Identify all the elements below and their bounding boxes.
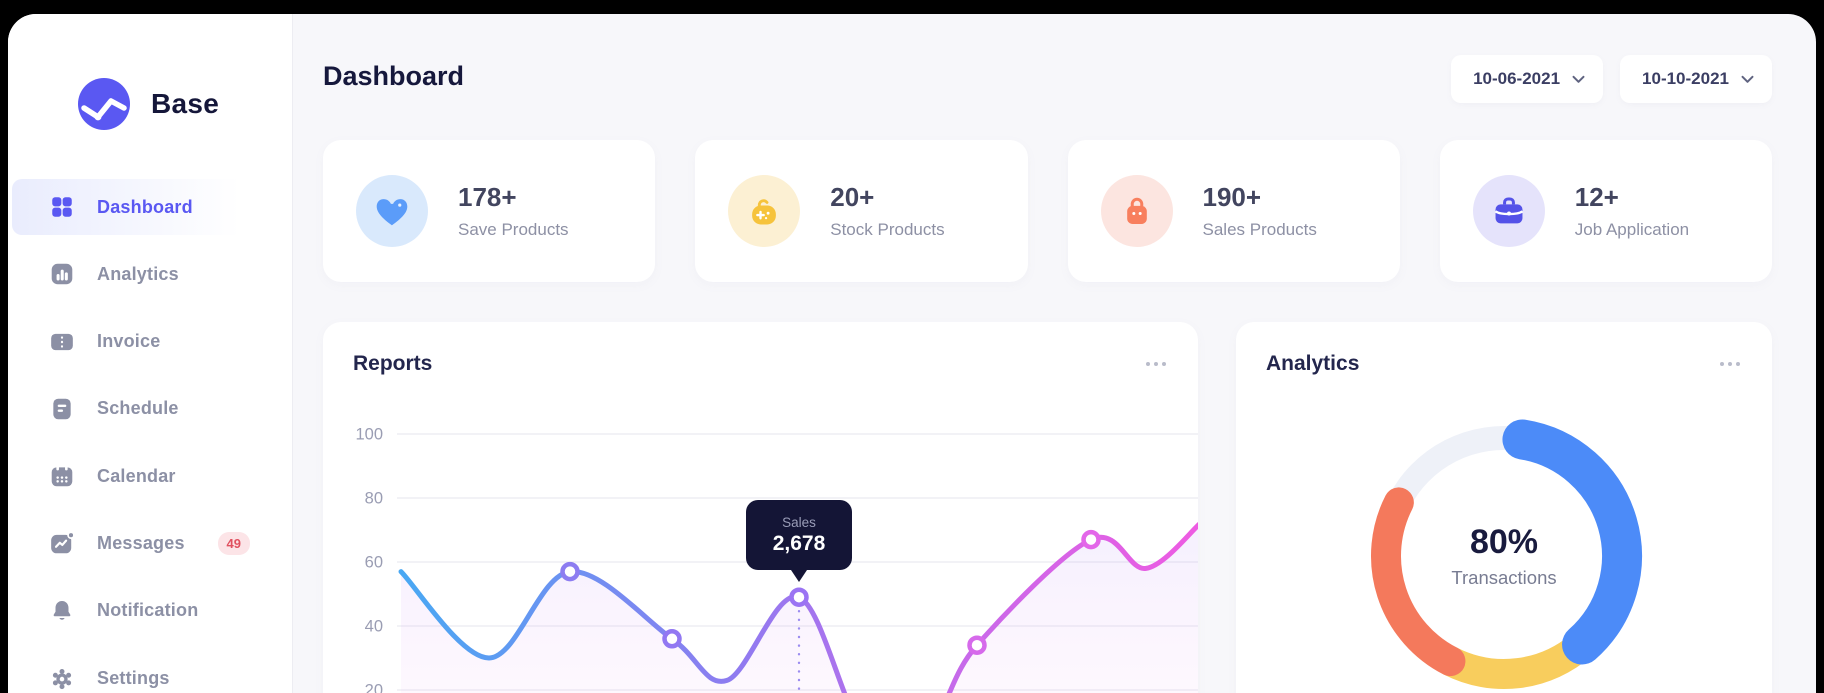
ellipsis-icon[interactable] — [1712, 358, 1744, 371]
sidebar-menu: Dashboard Analytics Invoice Schedule — [12, 179, 280, 693]
stat-label: Save Products — [458, 220, 569, 239]
analytics-title: Analytics — [1266, 352, 1360, 375]
chevron-down-icon — [1572, 75, 1585, 84]
stat-card: 178+ Save Products — [323, 140, 656, 282]
app-logo[interactable]: Base — [78, 78, 219, 130]
messages-icon — [49, 530, 75, 556]
bell-icon — [49, 598, 75, 624]
charts-row: Reports 100 80 60 40 20 Sales 2,678 Analytic… — [323, 322, 1772, 693]
sidebar: Base Dashboard Analytics Invoice Schedu — [8, 14, 293, 693]
logo-text: Base — [151, 88, 220, 119]
stat-label: Sales Products — [1202, 220, 1317, 239]
sidebar-item-schedule[interactable]: Schedule — [12, 381, 280, 437]
sidebar-item-analytics[interactable]: Analytics — [12, 246, 280, 302]
date-range-filters: 10-06-2021 10-10-2021 — [1451, 55, 1772, 103]
chevron-down-icon — [1741, 75, 1754, 84]
stat-label: Job Application — [1574, 220, 1690, 239]
stat-card: 190+ Sales Products — [1067, 140, 1400, 282]
transactions-donut-chart — [1354, 406, 1654, 693]
main-area: Dashboard 10-06-2021 10-10-2021 — [293, 14, 1816, 693]
sidebar-item-calendar[interactable]: Calendar — [12, 448, 280, 504]
calendar-icon — [49, 463, 75, 489]
stat-value: 12+ — [1574, 182, 1619, 212]
stat-value: 190+ — [1202, 182, 1262, 212]
stat-cards-row: 178+ Save Products 20+ Stock Products — [323, 140, 1772, 282]
invoice-icon — [49, 329, 75, 355]
svg-text:40: 40 — [365, 618, 383, 636]
gear-icon — [49, 665, 75, 691]
stat-label: Stock Products — [830, 220, 945, 239]
svg-text:100: 100 — [355, 426, 383, 444]
tooltip-value: 2,678 — [772, 531, 826, 555]
ellipsis-icon[interactable] — [1138, 358, 1170, 371]
unread-count-badge: 49 — [217, 531, 250, 555]
sidebar-item-settings[interactable]: Settings — [12, 650, 280, 693]
date-value: 10-10-2021 — [1642, 69, 1729, 88]
svg-text:80: 80 — [365, 490, 383, 508]
sidebar-item-notification[interactable]: Notification — [12, 583, 280, 639]
page-title: Dashboard — [323, 61, 465, 91]
svg-text:20: 20 — [365, 682, 383, 693]
stock-pot-icon — [728, 175, 801, 247]
sidebar-item-dashboard[interactable]: Dashboard — [12, 179, 280, 235]
chart-tooltip: Sales 2,678 — [746, 500, 852, 582]
briefcase-icon — [1472, 175, 1545, 247]
reports-title: Reports — [353, 352, 433, 375]
shopping-bag-icon — [1100, 175, 1173, 247]
analytics-card: Analytics 80% Transactions — [1236, 322, 1772, 693]
date-filter-dropdown[interactable]: 10-06-2021 — [1451, 55, 1604, 103]
tooltip-series-label: Sales — [782, 514, 816, 530]
date-value: 10-06-2021 — [1473, 69, 1561, 88]
heart-icon — [356, 175, 428, 247]
stat-value: 178+ — [458, 182, 517, 212]
stat-card: 12+ Job Application — [1439, 140, 1772, 282]
logo-wave-icon — [78, 78, 130, 130]
reports-card: Reports 100 80 60 40 20 Sales 2,678 — [323, 322, 1203, 693]
bar-chart-icon — [49, 261, 75, 287]
sidebar-item-messages[interactable]: Messages 49 — [12, 515, 280, 571]
stat-card: 20+ Stock Products — [695, 140, 1028, 282]
schedule-icon — [49, 396, 75, 422]
dashboard-grid-icon — [49, 194, 75, 220]
sidebar-item-invoice[interactable]: Invoice — [12, 314, 280, 370]
stat-value: 20+ — [830, 182, 875, 212]
app-window: Base Dashboard Analytics Invoice Schedu — [8, 14, 1816, 693]
svg-text:60: 60 — [365, 554, 383, 572]
date-filter-dropdown[interactable]: 10-10-2021 — [1620, 55, 1772, 103]
